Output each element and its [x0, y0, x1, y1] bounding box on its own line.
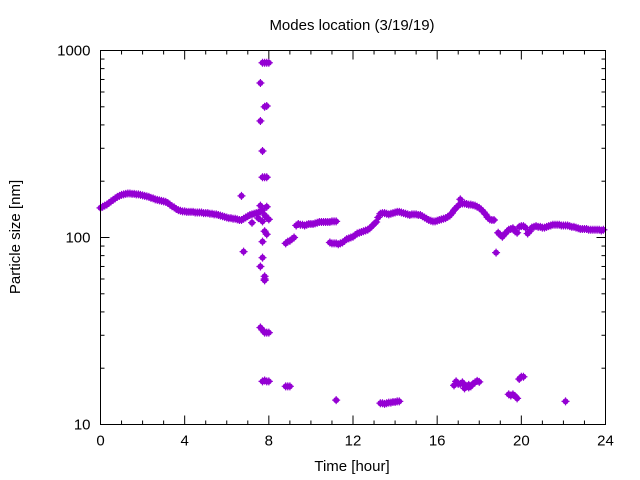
y-axis-label: Particle size [nm]	[7, 180, 24, 294]
data-point	[599, 225, 608, 234]
x-axis-label: Time [hour]	[314, 458, 389, 475]
data-point	[264, 58, 273, 67]
x-tick-label: 12	[345, 433, 362, 450]
data-point	[395, 397, 404, 406]
data-point	[492, 248, 501, 257]
data-point	[260, 274, 269, 283]
data-point	[264, 328, 273, 337]
data-point	[258, 237, 267, 246]
data-point	[264, 215, 273, 224]
data-point	[519, 372, 528, 381]
x-tick-label: 20	[513, 433, 530, 450]
x-tick-label: 16	[429, 433, 446, 450]
data-point	[475, 377, 484, 386]
axis-ticks: 0 4 8 12 16 20 24 10 100 1000	[57, 43, 614, 450]
data-point	[332, 217, 341, 226]
data-point	[262, 173, 271, 182]
data-point	[513, 394, 522, 403]
y-tick-label: 1000	[57, 43, 90, 60]
data-point	[561, 397, 570, 406]
chart-title: Modes location (3/19/19)	[269, 17, 434, 34]
data-point	[456, 195, 465, 204]
data-point	[248, 218, 256, 227]
x-tick-label: 24	[597, 433, 614, 450]
data-point	[256, 262, 265, 271]
y-tick-label: 100	[65, 230, 90, 247]
data-point	[262, 202, 271, 211]
data-point	[256, 201, 265, 210]
data-point	[464, 380, 473, 389]
data-point	[256, 79, 265, 88]
y-tick-label: 10	[74, 417, 91, 434]
data-point	[513, 228, 522, 237]
data-point	[262, 101, 271, 110]
x-tick-label: 4	[180, 433, 188, 450]
data-point	[262, 230, 271, 239]
data-point	[332, 396, 341, 405]
data-point	[290, 233, 299, 242]
plot-frame	[100, 50, 606, 425]
data-point	[258, 253, 267, 262]
data-points	[96, 58, 608, 408]
data-point	[489, 216, 498, 225]
data-point	[256, 116, 265, 125]
x-tick-label: 0	[96, 433, 104, 450]
x-tick-label: 8	[265, 433, 273, 450]
data-point	[264, 377, 273, 386]
data-point	[258, 147, 267, 156]
data-point	[258, 217, 267, 226]
data-point	[239, 247, 248, 256]
data-point	[460, 384, 469, 393]
data-point	[254, 214, 263, 223]
data-point	[285, 382, 294, 391]
data-point	[237, 191, 246, 200]
